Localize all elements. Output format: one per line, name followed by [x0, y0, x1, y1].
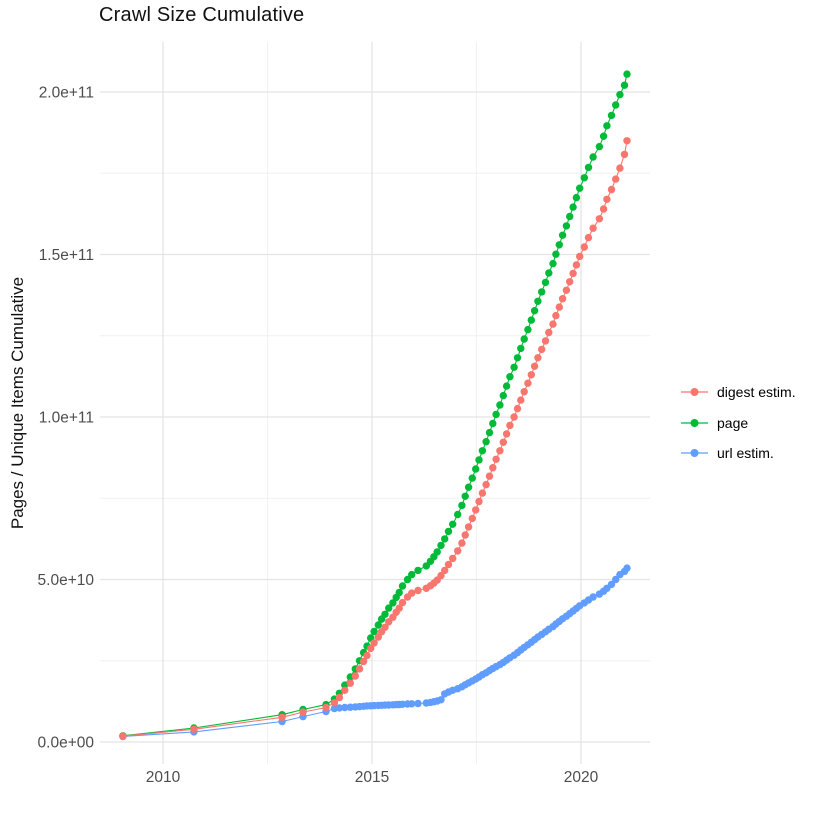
grid-minor	[100, 42, 650, 764]
svg-text:0.0e+00: 0.0e+00	[38, 735, 95, 752]
x-axis-tick-labels: 2010 2015 2020	[146, 769, 599, 786]
legend-key-icon	[681, 418, 708, 427]
legend-item-url-estim: url estim.	[681, 438, 796, 469]
chart-title: Crawl Size Cumulative	[99, 4, 305, 26]
svg-text:2020: 2020	[564, 769, 599, 786]
legend-key-icon	[681, 388, 708, 397]
series-url-estim	[119, 564, 631, 741]
svg-text:1.5e+11: 1.5e+11	[39, 247, 94, 264]
svg-text:2010: 2010	[146, 769, 181, 786]
grid-major	[100, 42, 650, 764]
legend-item-digest-estim: digest estim.	[681, 377, 796, 408]
svg-text:1.0e+11: 1.0e+11	[39, 410, 94, 427]
series-digest-estim	[119, 137, 631, 740]
svg-text:2015: 2015	[355, 769, 389, 786]
legend-key-icon	[681, 449, 708, 458]
y-axis-title: Pages / Unique Items Cumulative	[8, 276, 27, 530]
svg-text:5.0e+10: 5.0e+10	[38, 572, 95, 589]
legend: digest estim. page url estim.	[681, 377, 796, 469]
legend-item-page: page	[681, 408, 796, 439]
series-page	[119, 70, 631, 740]
legend-label-url-estim: url estim.	[717, 445, 774, 462]
legend-label-digest-estim: digest estim.	[717, 384, 796, 401]
legend-label-page: page	[717, 414, 749, 431]
svg-text:2.0e+11: 2.0e+11	[39, 85, 94, 102]
y-axis-tick-labels: 0.0e+00 5.0e+10 1.0e+11 1.5e+11 2.0e+11	[38, 85, 95, 752]
